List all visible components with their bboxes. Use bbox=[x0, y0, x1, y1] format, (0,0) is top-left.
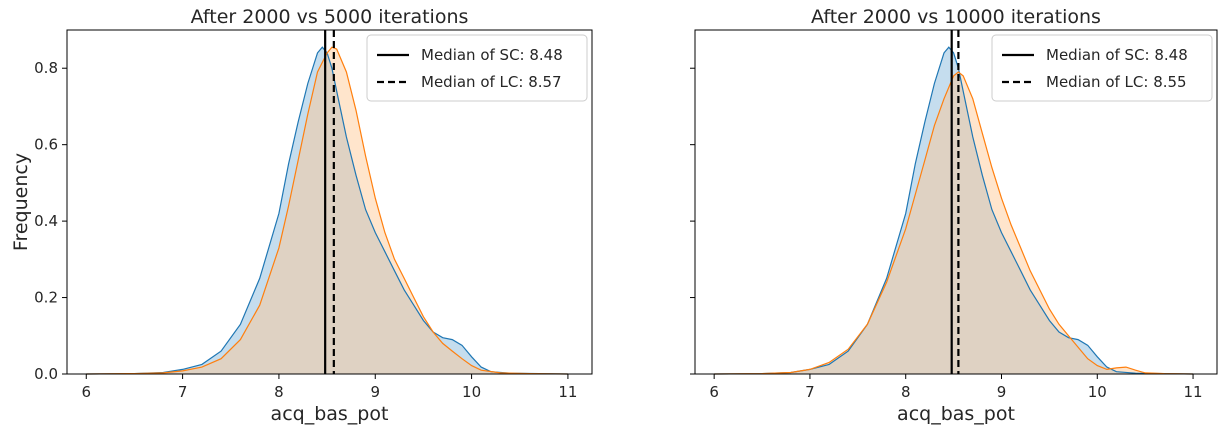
series-2-line bbox=[714, 71, 1194, 375]
chart-panel-2: 6 7 8 9 10 11 After 2000 vs 10000 iterations ac… bbox=[690, 6, 1218, 425]
legend-label-1: Median of SC: 8.48 bbox=[1046, 46, 1188, 64]
x-tick-label: 10 bbox=[1088, 383, 1107, 401]
legend-label-2: Median of LC: 8.57 bbox=[421, 73, 562, 91]
y-tick-label: 0.2 bbox=[34, 289, 58, 307]
chart-panel-1: 6 7 8 9 10 11 0.0 0.2 0.4 0.6 0.8 After 2000 vs 500… bbox=[10, 6, 593, 425]
x-axis-label: acq_bas_pot bbox=[271, 403, 389, 425]
series-1-area bbox=[86, 47, 568, 374]
x-tick-label: 8 bbox=[901, 383, 911, 401]
x-tick-label: 11 bbox=[558, 383, 577, 401]
legend: Median of SC: 8.48 Median of LC: 8.55 bbox=[991, 34, 1213, 102]
series-1-area bbox=[714, 47, 1194, 374]
x-tick-label: 9 bbox=[370, 383, 380, 401]
chart-title: After 2000 vs 5000 iterations bbox=[191, 6, 469, 28]
x-tick-label: 9 bbox=[997, 383, 1007, 401]
y-tick-label: 0.4 bbox=[34, 212, 58, 230]
y-tick-label: 0.6 bbox=[34, 136, 58, 154]
x-tick-label: 6 bbox=[81, 383, 91, 401]
x-axis-label: acq_bas_pot bbox=[897, 403, 1015, 425]
x-tick-label: 11 bbox=[1184, 383, 1203, 401]
legend-label-2: Median of LC: 8.55 bbox=[1046, 73, 1187, 91]
series-1-line bbox=[86, 46, 568, 375]
legend-box bbox=[366, 34, 588, 102]
plot-frame bbox=[694, 29, 1218, 375]
y-tick-label: 0.8 bbox=[34, 59, 58, 77]
chart-title: After 2000 vs 10000 iterations bbox=[811, 6, 1101, 28]
y-axis-label: Frequency bbox=[10, 153, 32, 251]
legend-box bbox=[991, 34, 1213, 102]
x-tick-label: 10 bbox=[462, 383, 481, 401]
plot-frame bbox=[66, 29, 593, 375]
x-tick-label: 7 bbox=[805, 383, 815, 401]
x-tick-label: 7 bbox=[178, 383, 188, 401]
x-tick-label: 8 bbox=[274, 383, 284, 401]
legend: Median of SC: 8.48 Median of LC: 8.57 bbox=[366, 34, 588, 102]
series-2-area bbox=[86, 47, 568, 374]
legend-label-1: Median of SC: 8.48 bbox=[421, 46, 563, 64]
series-2-area bbox=[714, 72, 1194, 374]
series-2-line bbox=[86, 46, 568, 375]
x-tick-label: 6 bbox=[709, 383, 719, 401]
y-tick-label: 0.0 bbox=[34, 365, 58, 383]
